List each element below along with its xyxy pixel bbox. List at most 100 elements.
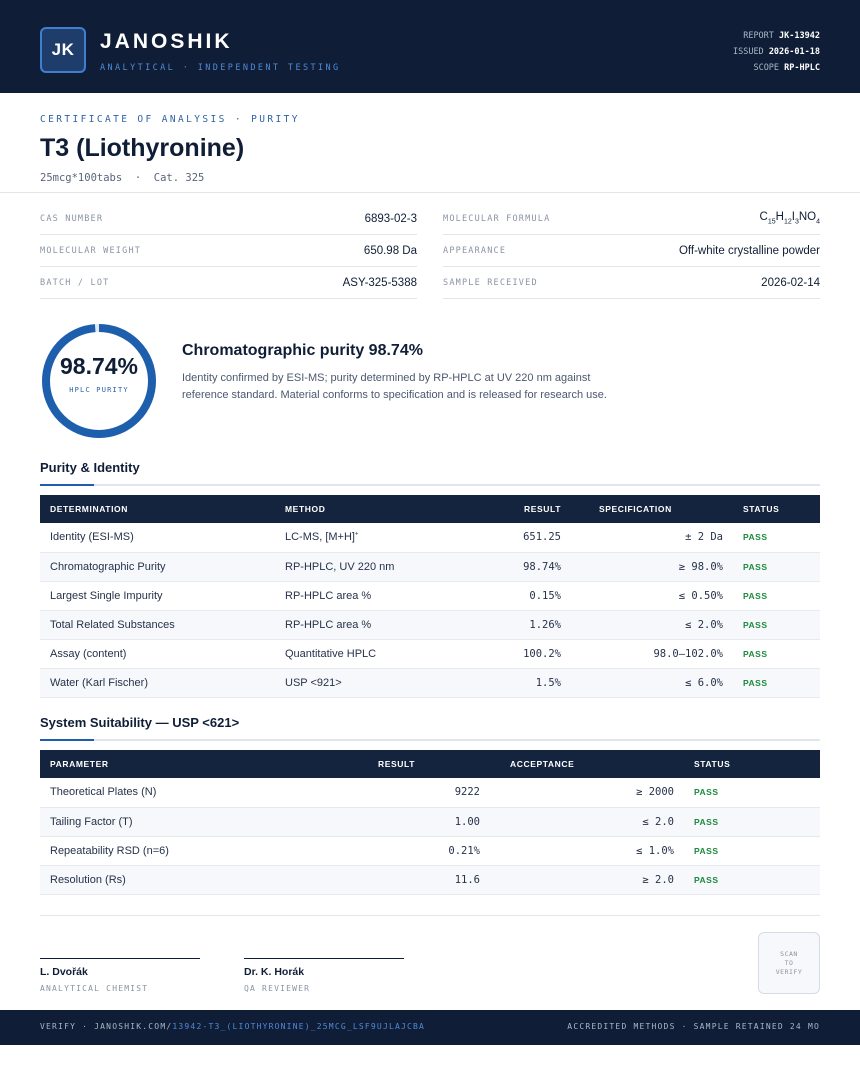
result-cell: 0.15% [445,581,571,611]
determination-cell: Total Related Substances [40,610,275,640]
purity-identity-table: DETERMINATION METHOD RESULT SPECIFICATIO… [40,495,820,698]
result-cell: 9222 [340,778,490,808]
spec-cell: ≥ 98.0% [571,552,733,582]
property-value: ASY-325-5388 [342,276,417,289]
parameter-cell: Resolution (Rs) [40,865,340,895]
property-label: MOLECULAR WEIGHT [40,245,142,256]
table-header-row: PARAMETER RESULT ACCEPTANCE STATUS [40,750,820,778]
table-row: Total Related Substances RP-HPLC area % … [40,610,820,640]
determination-cell: Water (Karl Fischer) [40,668,275,698]
signatory-role: ANALYTICAL CHEMIST [40,984,149,993]
issued-date: 2026-01-18 [768,47,820,57]
method-cell: RP-HPLC area % [275,581,445,611]
purity-ring-label: HPLC PURITY [69,386,129,394]
acceptance-cell: ≤ 2.0 [490,807,684,837]
verify-url[interactable]: 13942-T3_(LIOTHYRONINE)_25MCG_LSF9UJLAJC… [172,1022,426,1031]
spec-cell: ≤ 2.0% [571,610,733,640]
parameter-cell: Repeatability RSD (n=6) [40,836,340,866]
property-label: MOLECULAR FORMULA [443,213,551,224]
status-badge: PASS [733,523,820,553]
method-cell: RP-HPLC, UV 220 nm [275,552,445,582]
property-cas-number: CAS NUMBER 6893-02-3 [40,203,417,235]
column-header: STATUS [733,495,820,523]
status-badge: PASS [684,865,820,895]
column-header: STATUS [684,750,820,778]
column-header: SPECIFICATION [571,495,733,523]
brand-name: JANOSHIK [100,30,233,53]
system-suitability-table: PARAMETER RESULT ACCEPTANCE STATUS Theor… [40,750,820,895]
column-header: DETERMINATION [40,495,275,523]
property-molecular-formula: MOLECULAR FORMULA C15H12I3NO4 [443,203,820,235]
summary-heading: Chromatographic purity 98.74% [182,342,423,359]
status-badge: PASS [733,552,820,582]
table-row: Resolution (Rs) 11.6 ≥ 2.0 PASS [40,865,820,895]
formula-value: C15H12I3NO4 [759,211,820,226]
acceptance-cell: ≤ 1.0% [490,836,684,866]
status-badge: PASS [684,836,820,866]
product-subtitle: 25mcg*100tabs · Cat. 325 [40,172,205,184]
report-footer: VERIFY · JANOSHIK.COM/13942-T3_(LIOTHYRO… [0,1010,860,1045]
verify-link[interactable]: VERIFY · JANOSHIK.COM/13942-T3_(LIOTHYRO… [40,1022,426,1031]
section-rule-accent [40,739,94,741]
table-row: Identity (ESI-MS) LC-MS, [M+H]+ 651.25 ±… [40,523,820,553]
signature-line [40,958,200,959]
property-label: APPEARANCE [443,245,507,256]
result-cell: 651.25 [445,523,571,553]
status-badge: PASS [684,807,820,837]
section-rule-accent [40,484,94,486]
status-badge: PASS [733,639,820,669]
page-title: T3 (Liothyronine) [40,134,245,162]
table-row: Repeatability RSD (n=6) 0.21% ≤ 1.0% PAS… [40,836,820,866]
section-rule [40,484,820,486]
signatory-role: QA REVIEWER [244,984,311,993]
spec-cell: ≤ 6.0% [571,668,733,698]
method-superscript: + [354,531,359,538]
spec-cell: ≤ 0.50% [571,581,733,611]
status-badge: PASS [733,668,820,698]
property-appearance: APPEARANCE Off-white crystalline powder [443,235,820,267]
verify-qr-code[interactable]: SCAN TO VERIFY [758,932,820,994]
column-header: PARAMETER [40,750,340,778]
report-id-line: REPORT JK-13942 [743,31,820,41]
table-row: Water (Karl Fischer) USP <921> 1.5% ≤ 6.… [40,668,820,698]
divider [0,192,860,193]
determination-cell: Assay (content) [40,639,275,669]
section-heading-purity-identity: Purity & Identity [40,460,140,475]
result-cell: 98.74% [445,552,571,582]
issued-line: ISSUED 2026-01-18 [732,47,820,57]
report-header: JK JANOSHIK ANALYTICAL · INDEPENDENT TES… [0,0,860,93]
column-header: RESULT [445,495,571,523]
method-cell: USP <921> [275,668,445,698]
signature-line [244,958,404,959]
signatory-name: L. Dvořák [40,966,88,978]
table-row: Assay (content) Quantitative HPLC 100.2%… [40,639,820,669]
divider [40,915,820,916]
determination-cell: Chromatographic Purity [40,552,275,582]
status-badge: PASS [733,610,820,640]
table-row: Chromatographic Purity RP-HPLC, UV 220 n… [40,552,820,582]
spec-cell: 98.0–102.0% [571,639,733,669]
purity-value: 98.74% [59,353,138,379]
report-meta: REPORT JK-13942 ISSUED 2026-01-18 SCOPE … [733,28,820,76]
section-heading-system-suitability: System Suitability — USP <621> [40,715,240,730]
status-badge: PASS [684,778,820,808]
column-header: METHOD [275,495,445,523]
footer-note: ACCREDITED METHODS · SAMPLE RETAINED 24 … [567,1022,820,1031]
property-value: 650.98 Da [363,244,417,257]
property-label: SAMPLE RECEIVED [443,277,538,288]
table-row: Largest Single Impurity RP-HPLC area % 0… [40,581,820,611]
parameter-cell: Theoretical Plates (N) [40,778,340,808]
table-row: Tailing Factor (T) 1.00 ≤ 2.0 PASS [40,807,820,837]
property-sample-received: SAMPLE RECEIVED 2026-02-14 [443,267,820,299]
table-header-row: DETERMINATION METHOD RESULT SPECIFICATIO… [40,495,820,523]
property-value: 2026-02-14 [761,276,820,289]
result-cell: 1.00 [340,807,490,837]
scope-line: SCOPE RP-HPLC [753,63,820,73]
column-header: RESULT [340,750,490,778]
report-id: JK-13942 [779,31,820,41]
spec-cell: ± 2 Da [571,523,733,553]
result-cell: 11.6 [340,865,490,895]
result-cell: 100.2% [445,639,571,669]
result-cell: 0.21% [340,836,490,866]
column-header: ACCEPTANCE [490,750,684,778]
